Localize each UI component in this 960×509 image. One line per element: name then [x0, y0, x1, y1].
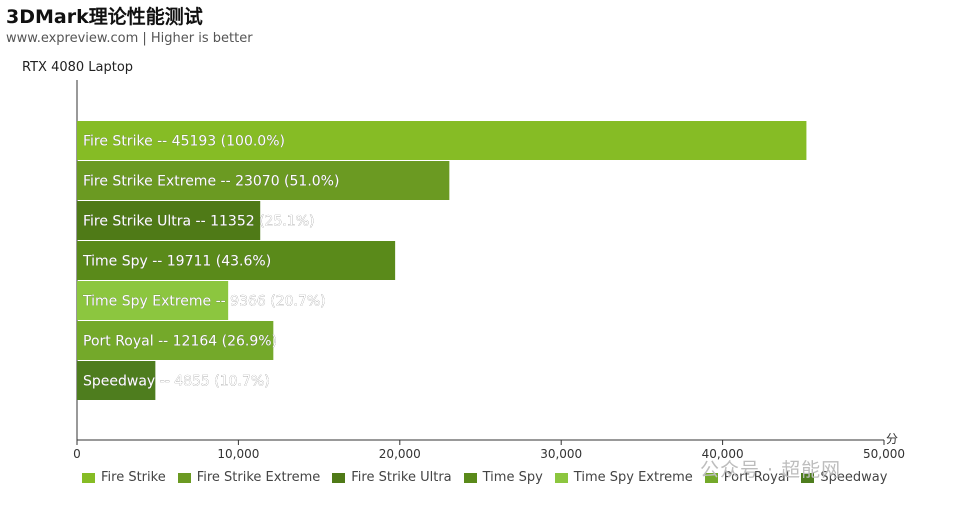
legend-item: Time Spy	[463, 470, 543, 485]
legend-label: Fire Strike Extreme	[196, 470, 321, 485]
x-tick-label: 40,000	[702, 447, 744, 461]
bar-label-6: Port Royal -- 12164 (26.9%)	[83, 334, 277, 350]
legend-swatch	[801, 472, 815, 483]
legend-item: Fire Strike Extreme	[177, 470, 321, 485]
x-tick-label: 20,000	[379, 447, 421, 461]
legend-swatch	[177, 472, 191, 483]
bar-6	[77, 321, 274, 360]
x-tick-label: 0	[73, 447, 81, 461]
x-tick-label: 30,000	[540, 447, 582, 461]
bar-3	[77, 201, 261, 240]
legend-label: Time Spy Extreme	[573, 470, 693, 485]
legend-item: Time Spy Extreme	[554, 470, 693, 485]
legend-item: Fire Strike	[82, 470, 166, 485]
bar-7	[77, 361, 156, 400]
watermark: 公众号 · 超能网	[700, 459, 842, 481]
bar-5	[77, 281, 229, 320]
legend-swatch	[332, 472, 346, 483]
legend-label: Fire Strike	[101, 470, 166, 485]
legend-swatch	[463, 472, 477, 483]
x-tick-label: 10,000	[217, 447, 259, 461]
legend-item: Speedway	[801, 470, 887, 485]
bar-2	[77, 161, 450, 200]
legend-swatch	[554, 472, 568, 483]
legend-item: Port Royal	[704, 470, 790, 485]
legend-label: Time Spy	[482, 470, 543, 485]
x-axis-unit-label: 分	[886, 432, 898, 446]
bar-1	[77, 121, 807, 160]
legend-label: Fire Strike Ultra	[351, 470, 452, 485]
bar-label-1: Fire Strike -- 45193 (100.0%)	[83, 134, 285, 150]
x-tick-label: 50,000	[863, 447, 905, 461]
legend-label: Speedway	[820, 470, 888, 485]
bar-label-2: Fire Strike Extreme -- 23070 (51.0%)	[83, 174, 339, 190]
legend-item: Fire Strike Ultra	[332, 470, 452, 485]
bar-label-4: Time Spy -- 19711 (43.6%)	[82, 254, 271, 270]
bar-label-5: Time Spy Extreme -- 9366 (20.7%)	[82, 294, 326, 310]
bar-label-7: Speedway -- 4855 (10.7%)	[83, 374, 270, 390]
legend-label: Port Royal	[723, 470, 790, 485]
y-axis-label: RTX 4080 Laptop	[22, 60, 134, 75]
chart-legend: Fire Strike Fire Strike Extreme Fire Strik…	[82, 470, 899, 485]
bar-label-3: Fire Strike Ultra -- 11352 (25.1%)	[83, 214, 314, 230]
chart-title: 3DMark理论性能测试	[6, 6, 203, 28]
chart-subtitle: www.expreview.com | Higher is better	[6, 31, 253, 46]
bar-4	[77, 241, 396, 280]
legend-swatch	[704, 472, 718, 483]
legend-swatch	[82, 472, 95, 483]
